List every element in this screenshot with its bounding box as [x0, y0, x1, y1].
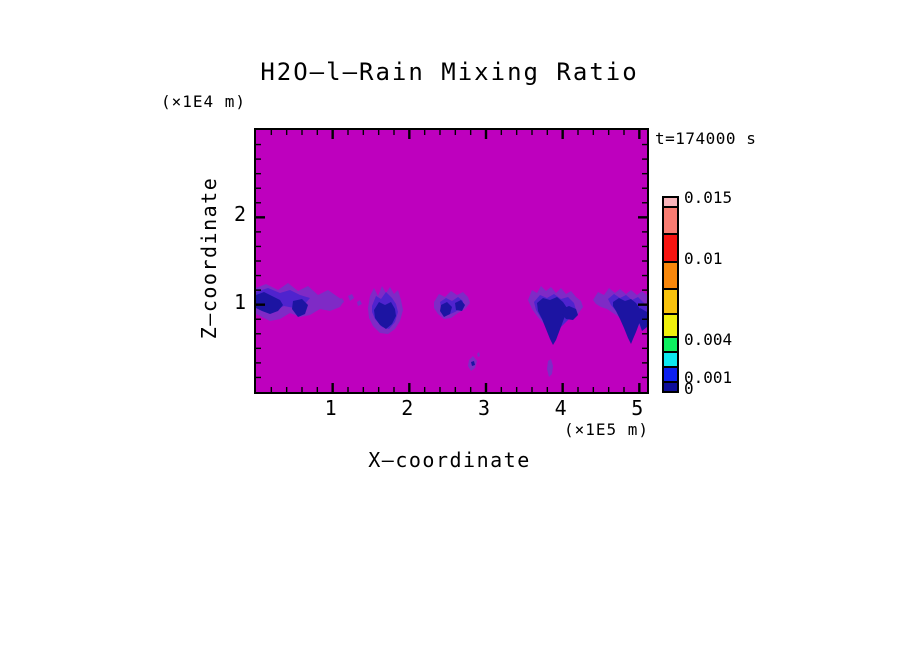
colorbar-segment-navy — [662, 381, 679, 393]
x-tick-label-2: 2 — [401, 396, 414, 420]
colorbar-segment-yellow — [662, 313, 679, 338]
x-tick-label-4: 4 — [554, 396, 567, 420]
colorbar-label-0.015: 0.015 — [684, 188, 733, 207]
rain-cell-fringe — [357, 300, 362, 306]
colorbar-label-0: 0 — [684, 379, 694, 398]
colorbar-label-0.004: 0.004 — [684, 330, 733, 349]
z-tick-label-1: 1 — [233, 289, 246, 314]
rain-cell-core — [613, 298, 642, 344]
colorbar-label-0.001: 0.001 — [684, 368, 733, 387]
colorbar-segment-orange — [662, 261, 679, 290]
heatmap-svg — [256, 130, 647, 392]
rain-cell-fringe — [547, 359, 553, 377]
colorbar-segment-salmon — [662, 206, 679, 235]
rain-cell-core — [374, 302, 396, 329]
x-axis-title: X–coordinate — [368, 448, 531, 472]
rain-cell-core — [562, 306, 578, 320]
x-axis-unit-label: (×1E5 m) — [564, 420, 650, 439]
rain-cell-core — [292, 299, 308, 317]
colorbar-label-0.01: 0.01 — [684, 249, 723, 268]
timestamp-label: t=174000 s — [655, 129, 757, 148]
axis-ticks — [256, 130, 647, 392]
rain-cell-core — [256, 292, 283, 314]
x-tick-label-5: 5 — [631, 396, 644, 420]
colorbar-segment-amber — [662, 288, 679, 315]
rain-cell-fringe — [339, 298, 344, 304]
field-background — [256, 130, 647, 392]
rain-cell-core — [440, 302, 452, 317]
rain-cell-fringe — [477, 352, 480, 357]
chart-title: H2O–l–Rain Mixing Ratio — [260, 58, 639, 86]
rain-cell-fringe — [348, 294, 354, 301]
rain-cell-core — [537, 297, 567, 345]
z-axis-title: Z–coordinate — [197, 176, 221, 340]
x-tick-label-3: 3 — [477, 396, 491, 420]
rain-cell-core — [471, 361, 475, 366]
z-tick-label-2: 2 — [233, 202, 246, 227]
colorbar-segment-red — [662, 233, 679, 263]
rain-cell-core — [455, 300, 465, 311]
z-axis-unit-label: (×1E4 m) — [161, 92, 247, 111]
colorbar — [662, 196, 679, 393]
x-tick-label-1: 1 — [324, 396, 337, 420]
plot-area — [254, 128, 649, 394]
